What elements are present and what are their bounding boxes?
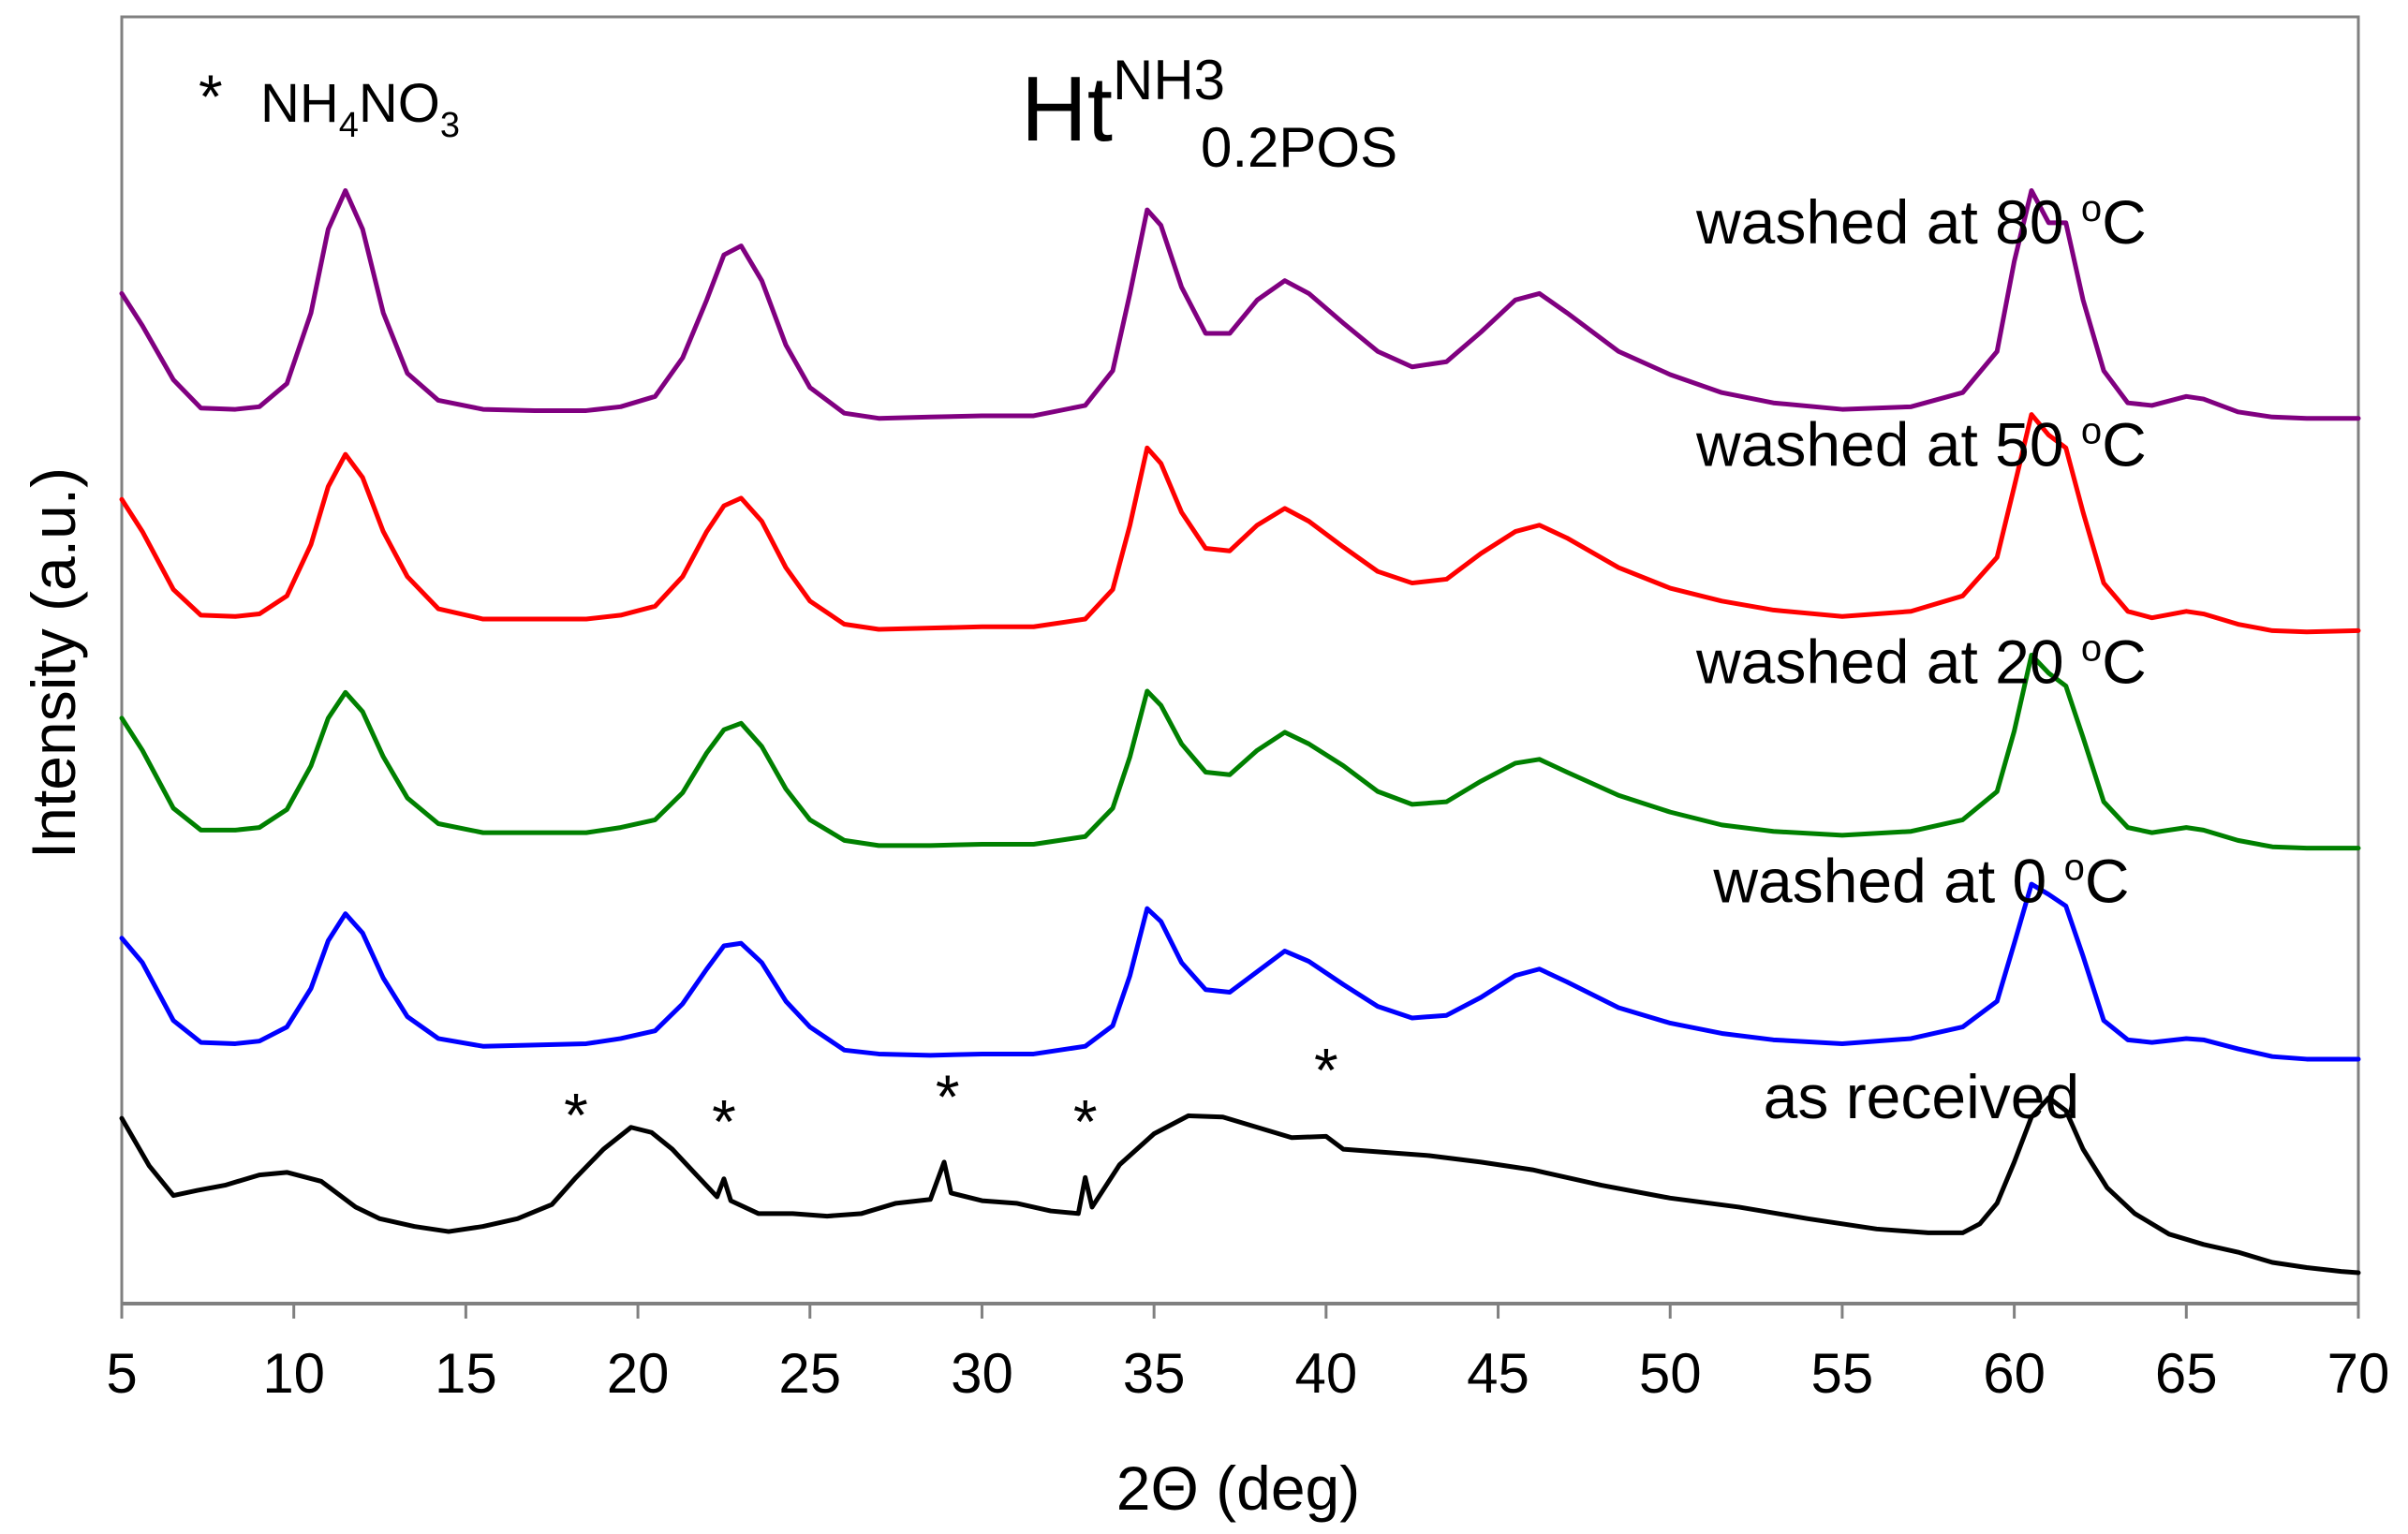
x-axis-label: 2Θ (deg) [1116,1453,1360,1523]
series-label-washed-at-20-c: washed at 20 oC [1695,627,2147,697]
x-tick-label-35: 35 [1123,1342,1186,1405]
series-line-washed-at-80-c [119,187,2361,421]
peak-marker-2: * [712,1086,736,1156]
peak-marker-3: * [936,1062,960,1131]
legend-star: * [199,62,223,131]
series-label-washed-at-50-c: washed at 50 oC [1695,410,2147,479]
series-label-washed-at-80-c: washed at 80 oC [1695,187,2147,257]
peak-marker-4: * [1073,1086,1098,1156]
x-tick-label-65: 65 [2155,1342,2218,1405]
chart-title: HtNH3 0.2POS [1021,49,1397,179]
y-axis-label: Intensity (a.u.) [19,467,88,859]
x-tick-label-50: 50 [1639,1342,1702,1405]
series-label-washed-at-0-c: washed at 0 oC [1712,846,2129,915]
x-tick-label-70: 70 [2327,1342,2390,1405]
x-tick-label-20: 20 [607,1342,670,1405]
series-line-washed-at-20-c [119,653,2361,851]
series-line-washed-at-0-c [119,881,2361,1062]
plot-frame [120,15,2360,1305]
x-tick-label-45: 45 [1467,1342,1529,1405]
peak-marker-1: * [564,1080,588,1149]
x-tick-label-5: 5 [106,1342,137,1405]
x-tick-label-10: 10 [262,1342,325,1405]
x-tick-label-40: 40 [1294,1342,1357,1405]
x-tick-label-60: 60 [1983,1342,2046,1405]
series-line-as-received [119,1095,2361,1276]
series-line-washed-at-50-c [119,412,2361,635]
x-tick-label-25: 25 [778,1342,841,1405]
legend-formula: NH4NO3 [260,73,460,145]
x-tick-label-15: 15 [435,1342,497,1405]
x-tick-label-30: 30 [951,1342,1013,1405]
series-label-as-received: as received [1764,1062,2080,1131]
x-tick-label-55: 55 [1811,1342,1874,1405]
peak-marker-5: * [1314,1035,1338,1104]
